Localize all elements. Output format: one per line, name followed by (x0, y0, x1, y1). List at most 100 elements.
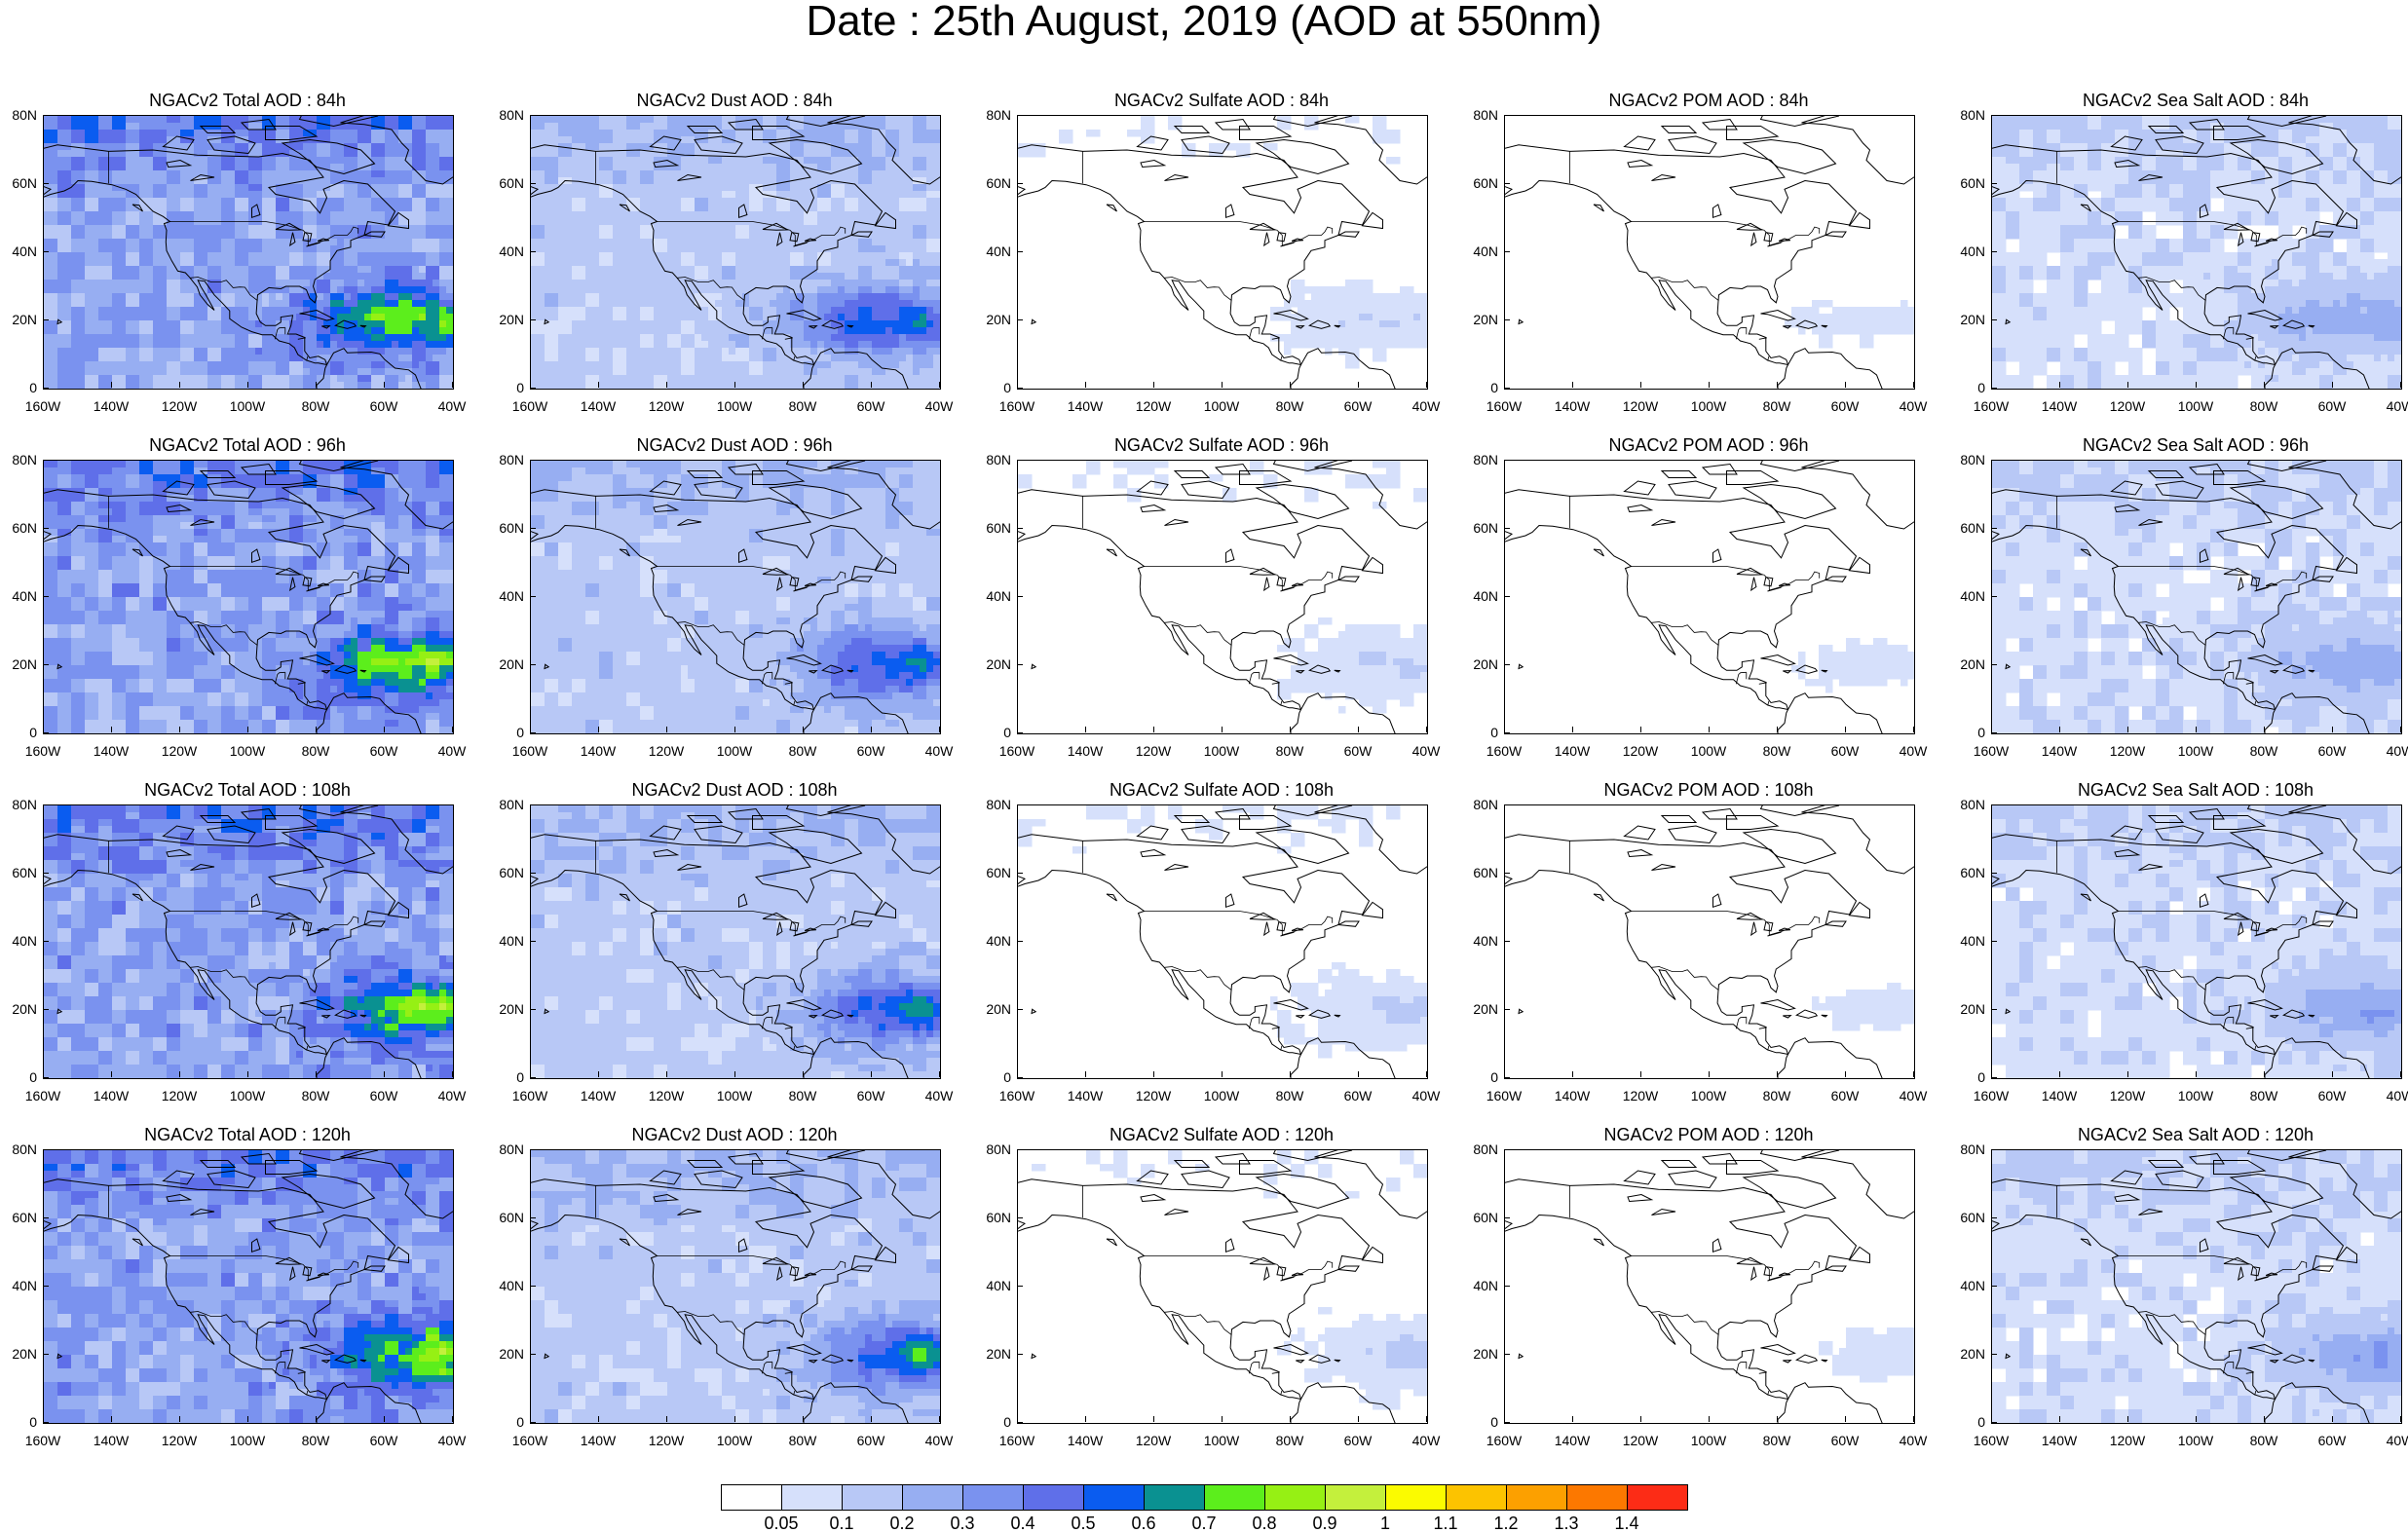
aod-cell (385, 198, 393, 206)
aod-cell (865, 116, 873, 124)
aod-cell (167, 198, 174, 206)
aod-cell (572, 205, 580, 212)
aod-cell (551, 327, 559, 335)
aod-cell (173, 170, 181, 178)
aod-cell (255, 239, 263, 246)
aod-cell (446, 280, 453, 287)
aod-cell (412, 355, 420, 362)
aod-cell (770, 232, 777, 240)
aod-cell (920, 334, 927, 342)
aod-cell (426, 286, 433, 294)
aod-cell (201, 239, 208, 246)
aod-cell (44, 348, 52, 355)
aod-cell (412, 361, 420, 369)
aod-cell (845, 273, 852, 280)
aod-cell (926, 252, 934, 260)
aod-cell (146, 239, 154, 246)
aod-cell (146, 136, 154, 144)
aod-cell (398, 198, 406, 206)
aod-cell (64, 361, 72, 369)
aod-cell (228, 225, 236, 233)
aod-cell (688, 355, 696, 362)
aod-cell (558, 320, 566, 328)
aod-cell (565, 218, 573, 226)
aod-cell (419, 177, 427, 185)
aod-cell (824, 218, 832, 226)
aod-cell (565, 225, 573, 233)
aod-cell (385, 341, 393, 349)
aod-cell (146, 157, 154, 165)
aod-cell (565, 361, 573, 369)
aod-cell (763, 355, 771, 362)
aod-cell (626, 293, 634, 301)
aod-cell (392, 314, 399, 321)
aod-cell (112, 286, 120, 294)
aod-cell (620, 348, 627, 355)
aod-cell (729, 361, 736, 369)
aod-cell (708, 368, 716, 376)
aod-cell (78, 116, 86, 124)
aod-cell (797, 211, 805, 219)
aod-cell (851, 266, 859, 274)
aod-cell (865, 327, 873, 335)
aod-cell (405, 184, 413, 192)
aod-cell (681, 143, 689, 151)
aod-cell (585, 130, 593, 137)
aod-cell (538, 348, 546, 355)
aod-cell (323, 157, 331, 165)
aod-cell (585, 293, 593, 301)
aod-cell (845, 218, 852, 226)
aod-cell (132, 130, 140, 137)
aod-cell (783, 170, 791, 178)
aod-cell (763, 259, 771, 267)
aod-cell (92, 361, 99, 369)
aod-cell (139, 382, 147, 389)
aod-cell (906, 191, 914, 199)
aod-cell (221, 205, 229, 212)
aod-cell (647, 382, 655, 389)
aod-cell (585, 157, 593, 165)
aod-cell (551, 205, 559, 212)
aod-cell (235, 232, 243, 240)
aod-cell (735, 259, 743, 267)
aod-cell (899, 368, 907, 376)
aod-cell (357, 211, 365, 219)
aod-cell (57, 286, 65, 294)
aod-cell (647, 327, 655, 335)
aod-cell (392, 355, 399, 362)
aod-cell (620, 327, 627, 335)
aod-cell (351, 334, 358, 342)
aod-cell (892, 170, 900, 178)
aod-cell (64, 382, 72, 389)
aod-cell (242, 320, 249, 328)
aod-cell (71, 293, 79, 301)
aod-cell (742, 320, 750, 328)
aod-cell (201, 361, 208, 369)
lon-tick (871, 382, 872, 388)
aod-cell (153, 341, 161, 349)
aod-cell (439, 375, 447, 383)
aod-cell (167, 334, 174, 342)
aod-cell (385, 375, 393, 383)
aod-cell (351, 300, 358, 308)
aod-cell (433, 382, 440, 389)
aod-cell (160, 218, 168, 226)
aod-cell (262, 300, 270, 308)
aod-cell (378, 170, 386, 178)
aod-cell (872, 375, 880, 383)
aod-cell (824, 361, 832, 369)
aod-cell (708, 293, 716, 301)
aod-cell (865, 361, 873, 369)
aod-cell (660, 245, 668, 253)
aod-cell (344, 300, 352, 308)
aod-cell (920, 293, 927, 301)
aod-cell (78, 355, 86, 362)
aod-cell (729, 164, 736, 171)
aod-cell (92, 225, 99, 233)
aod-cell (701, 259, 709, 267)
aod-cell (899, 355, 907, 362)
aod-cell (282, 382, 290, 389)
aod-cell (913, 184, 921, 192)
aod-cell (620, 293, 627, 301)
aod-cell (879, 314, 886, 321)
